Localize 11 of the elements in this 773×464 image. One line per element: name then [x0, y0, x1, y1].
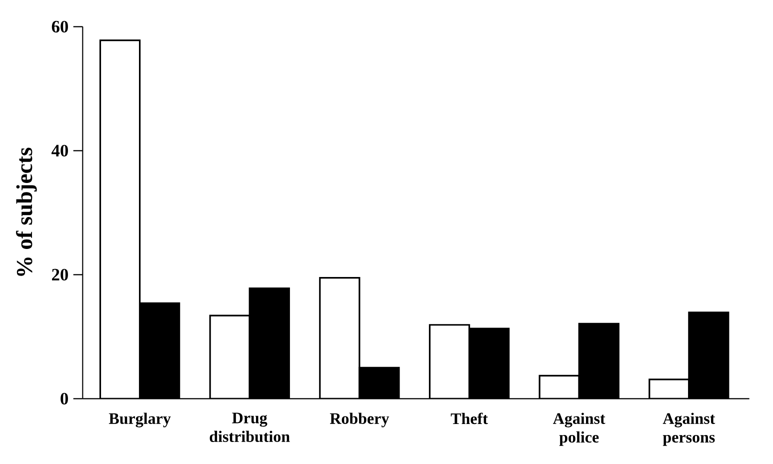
- x-tick-label: Robbery: [330, 412, 390, 428]
- x-tick-label: Theft: [450, 412, 488, 424]
- y-tick-label: 60: [52, 20, 68, 33]
- y-tick-label: 0: [60, 392, 68, 405]
- y-axis-title: % of subjects: [16, 148, 37, 276]
- y-tick-label: 40: [52, 144, 68, 157]
- x-tick-label: Drug distribution: [210, 412, 290, 442]
- x-tick-label: Against police: [553, 412, 606, 446]
- x-tick-label: Burglary: [108, 412, 171, 428]
- y-tick-label: 20: [52, 268, 68, 281]
- x-tick-label: Against persons: [662, 412, 716, 446]
